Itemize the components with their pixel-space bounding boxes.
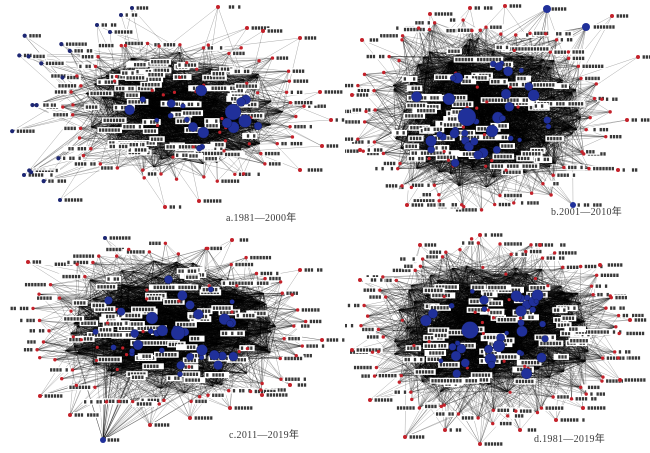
caption-panel-b: b.2001—2010年	[551, 207, 623, 218]
caption-panel-c: c.2011—2019年	[229, 430, 300, 441]
network-panel-a	[0, 0, 345, 225]
network-panel-c	[0, 225, 345, 453]
network-panel-b	[345, 0, 650, 225]
network-panel-d	[345, 225, 650, 453]
caption-panel-a: a.1981—2000年	[226, 213, 297, 224]
caption-panel-d: d.1981—2019年	[534, 434, 606, 445]
